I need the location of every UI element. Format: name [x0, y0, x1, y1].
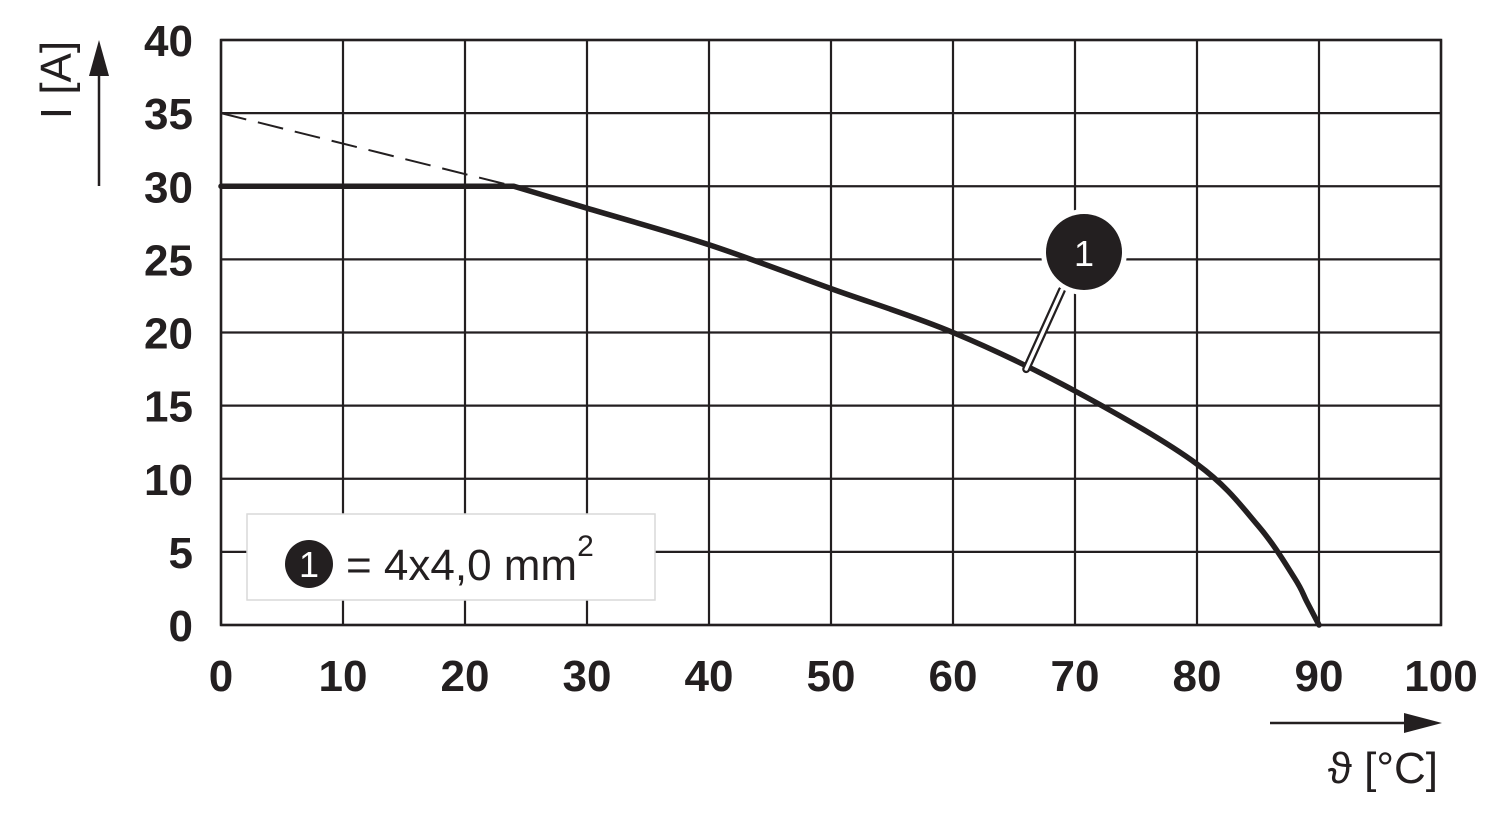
- legend-marker-label: 1: [299, 544, 319, 585]
- y-tick-label: 15: [144, 383, 193, 432]
- annotation-marker-label: 1: [1074, 233, 1094, 274]
- annotation: 1: [1022, 209, 1127, 374]
- x-tick-label: 0: [209, 652, 233, 701]
- x-tick-label: 60: [929, 652, 978, 701]
- x-tick-label: 50: [807, 652, 856, 701]
- annotation-marker: [1046, 214, 1122, 290]
- y-tick-label: 0: [169, 602, 193, 651]
- y-tick-label: 40: [144, 17, 193, 66]
- y-axis-arrow-icon: [89, 40, 109, 76]
- x-tick-label: 80: [1173, 652, 1222, 701]
- y-tick-label: 20: [144, 310, 193, 359]
- legend-box: 1 = 4x4,0 mm2: [246, 513, 656, 601]
- y-tick-labels: 0 5 10 15 20 25 30 35 40: [144, 17, 193, 651]
- y-axis-title: I [A]: [32, 41, 81, 119]
- x-tick-label: 20: [441, 652, 490, 701]
- x-axis-arrow-icon: [1404, 713, 1442, 733]
- y-tick-label: 35: [144, 90, 193, 139]
- x-tick-label: 70: [1051, 652, 1100, 701]
- y-tick-label: 25: [144, 236, 193, 285]
- legend-label-superscript: 2: [577, 530, 594, 563]
- x-axis-title-group: ϑ [°C]: [1270, 713, 1442, 793]
- annotation-leader-line: [1024, 288, 1064, 371]
- y-tick-label: 10: [144, 456, 193, 505]
- legend-label: = 4x4,0 mm2: [346, 530, 594, 590]
- x-tick-label: 40: [685, 652, 734, 701]
- x-tick-label: 30: [563, 652, 612, 701]
- series-line-dashed: [220, 112, 515, 188]
- legend-label-text: = 4x4,0 mm: [346, 541, 577, 590]
- y-tick-label: 5: [169, 529, 193, 578]
- x-axis-title: ϑ [°C]: [1328, 744, 1438, 793]
- y-tick-label: 30: [144, 163, 193, 212]
- x-tick-label: 10: [319, 652, 368, 701]
- y-axis-title-group: I [A]: [32, 40, 109, 186]
- x-tick-label: 90: [1295, 652, 1344, 701]
- x-tick-labels: 0 10 20 30 40 50 60 70 80 90 100: [209, 652, 1478, 701]
- x-tick-label: 100: [1404, 652, 1477, 701]
- legend-marker: [285, 540, 333, 588]
